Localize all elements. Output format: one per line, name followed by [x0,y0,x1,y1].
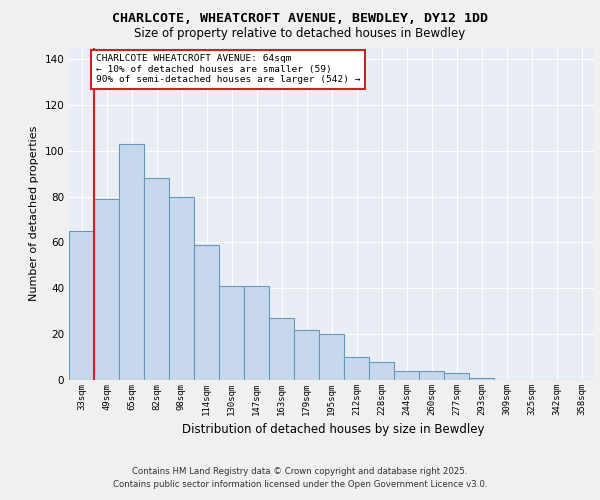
Bar [269,318,294,380]
Bar [344,357,369,380]
Bar [169,196,194,380]
Bar [119,144,144,380]
Bar [444,373,469,380]
Bar [144,178,169,380]
Bar [419,371,444,380]
Bar [294,330,319,380]
Bar [394,371,419,380]
Text: Contains public sector information licensed under the Open Government Licence v3: Contains public sector information licen… [113,480,487,489]
Text: Distribution of detached houses by size in Bewdley: Distribution of detached houses by size … [182,422,484,436]
Bar [469,378,494,380]
Bar [194,244,219,380]
Text: Contains HM Land Registry data © Crown copyright and database right 2025.: Contains HM Land Registry data © Crown c… [132,467,468,476]
Y-axis label: Number of detached properties: Number of detached properties [29,126,39,302]
Bar [319,334,344,380]
Text: CHARLCOTE, WHEATCROFT AVENUE, BEWDLEY, DY12 1DD: CHARLCOTE, WHEATCROFT AVENUE, BEWDLEY, D… [112,12,488,26]
Text: Size of property relative to detached houses in Bewdley: Size of property relative to detached ho… [134,28,466,40]
Bar [244,286,269,380]
Bar [219,286,244,380]
Text: CHARLCOTE WHEATCROFT AVENUE: 64sqm
← 10% of detached houses are smaller (59)
90%: CHARLCOTE WHEATCROFT AVENUE: 64sqm ← 10%… [96,54,361,84]
Bar [69,231,94,380]
Bar [94,199,119,380]
Bar [369,362,394,380]
